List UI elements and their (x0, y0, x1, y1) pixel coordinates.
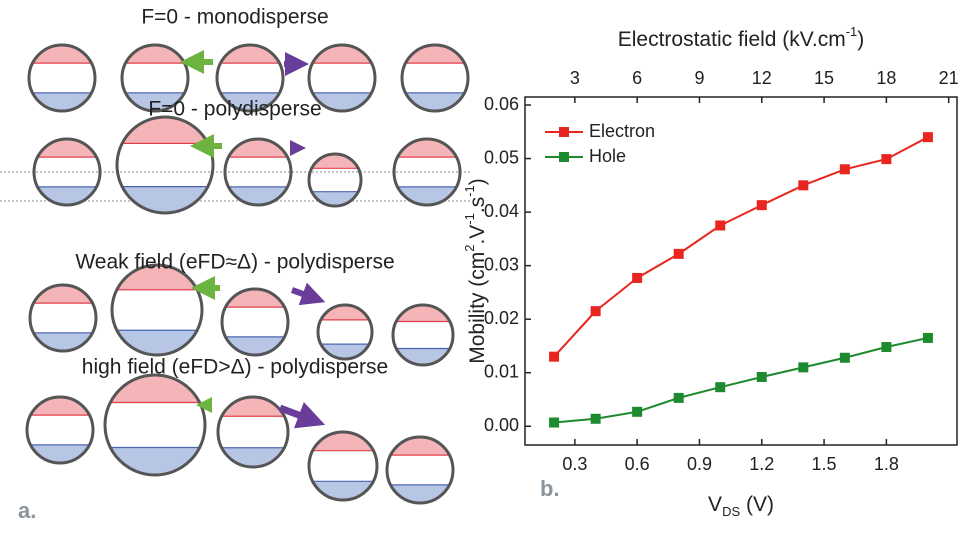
row-label: Weak field (eFD≈Δ) - polydisperse (75, 251, 394, 274)
legend-marker (559, 152, 569, 162)
marker (591, 306, 601, 316)
marker (881, 154, 891, 164)
label-part: V (708, 493, 722, 516)
y-tick-label: 0.01 (484, 361, 519, 381)
x2-tick-label: 18 (876, 68, 896, 88)
label-part: .V (466, 225, 489, 245)
label-part: -1 (462, 185, 477, 197)
label-part: 2 (462, 245, 477, 252)
x-tick-label: 1.2 (749, 454, 774, 474)
x-tick-label: 0.3 (562, 454, 587, 474)
marker (674, 393, 684, 403)
label-part: -1 (462, 213, 477, 225)
x2-tick-label: 21 (939, 68, 959, 88)
label-part: -1 (846, 24, 858, 39)
figure: F=0 - monodisperse F=0 - polydisperse Weak… (0, 0, 963, 529)
marker (674, 249, 684, 259)
y-tick-label: 0.04 (484, 201, 519, 221)
marker (840, 353, 850, 363)
marker (715, 382, 725, 392)
series-line (554, 338, 928, 423)
label-part: DS (722, 504, 740, 519)
panel-label: b. (540, 476, 560, 501)
y-tick-label: 0.03 (484, 254, 519, 274)
y-tick-label: 0.06 (484, 94, 519, 114)
x2label: Electrostatic field (kV.cm-1) (618, 24, 865, 51)
marker (632, 407, 642, 417)
legend-marker (559, 127, 569, 137)
x-tick-label: 0.6 (625, 454, 650, 474)
marker (923, 132, 933, 142)
row-label: F=0 - polydisperse (148, 98, 321, 121)
legend-label: Electron (589, 121, 655, 141)
ylabel: Mobility (cm2.V-1.s-1) (462, 178, 489, 364)
panel-label: a. (18, 498, 36, 523)
marker (798, 362, 808, 372)
label-part: Mobility (cm (466, 252, 489, 364)
marker (757, 372, 767, 382)
x-tick-label: 1.8 (874, 454, 899, 474)
marker (632, 273, 642, 283)
x2-tick-label: 12 (752, 68, 772, 88)
arrow (292, 290, 314, 298)
x-tick-label: 0.9 (687, 454, 712, 474)
marker (757, 200, 767, 210)
legend-label: Hole (589, 146, 626, 166)
x-tick-label: 1.5 (812, 454, 837, 474)
marker (591, 414, 601, 424)
x2-tick-label: 9 (694, 68, 704, 88)
label-part: Electrostatic field (kV.cm (618, 28, 846, 51)
x2-tick-label: 3 (570, 68, 580, 88)
label-part: (V) (740, 493, 774, 516)
marker (798, 180, 808, 190)
marker (923, 333, 933, 343)
row-label: F=0 - monodisperse (141, 6, 328, 29)
x2-tick-label: 6 (632, 68, 642, 88)
marker (715, 220, 725, 230)
label-part: ) (466, 178, 489, 185)
row-label: high field (eFD>Δ) - polydisperse (82, 356, 388, 379)
x2-tick-label: 15 (814, 68, 834, 88)
y-tick-label: 0.02 (484, 308, 519, 328)
label-part: ) (857, 28, 864, 51)
xlabel: VDS (V) (708, 493, 774, 519)
y-tick-label: 0.00 (484, 415, 519, 435)
marker (840, 164, 850, 174)
y-tick-label: 0.05 (484, 147, 519, 167)
marker (549, 418, 559, 428)
marker (549, 352, 559, 362)
label-part: .s (466, 197, 489, 213)
marker (881, 342, 891, 352)
series-line (554, 137, 928, 357)
